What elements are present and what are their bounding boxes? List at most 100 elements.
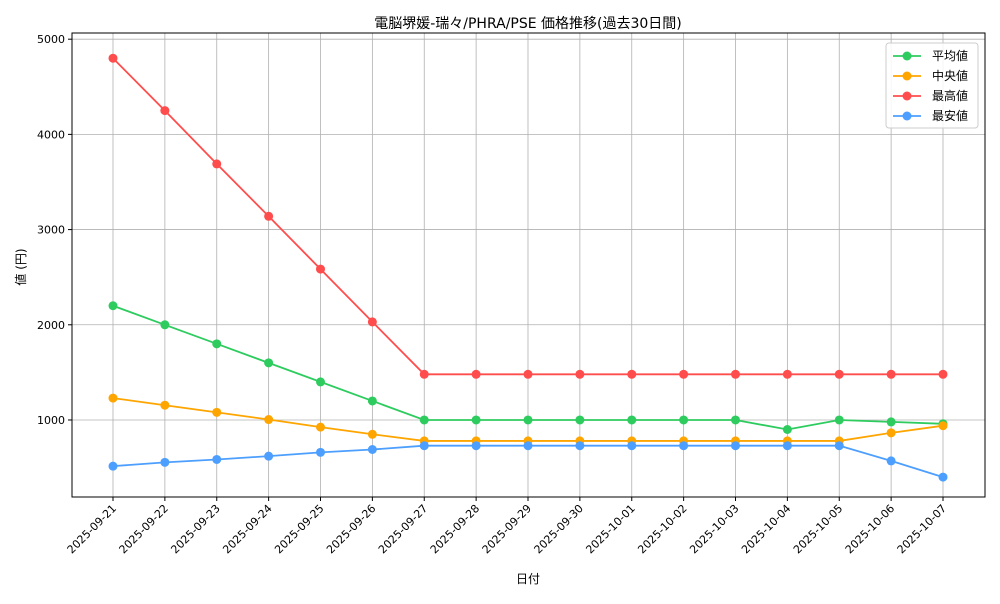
data-point xyxy=(938,472,948,482)
x-tick-label: 2025-09-26 xyxy=(324,502,378,556)
data-point xyxy=(575,441,585,451)
x-tick-label: 2025-09-25 xyxy=(272,502,326,556)
data-point xyxy=(523,441,533,451)
x-tick-label: 2025-09-24 xyxy=(220,502,274,556)
series-0 xyxy=(108,301,948,435)
legend-label: 最安値 xyxy=(932,108,968,123)
legend-box xyxy=(885,42,979,129)
data-point xyxy=(627,441,637,451)
data-point xyxy=(160,457,170,467)
data-point xyxy=(108,53,118,63)
data-point xyxy=(367,429,377,439)
y-axis: 1000 2000 3000 4000 5000 xyxy=(37,33,72,427)
data-point xyxy=(886,417,896,427)
data-point xyxy=(160,106,170,116)
data-point xyxy=(627,415,637,425)
data-point xyxy=(938,369,948,379)
series-3 xyxy=(108,441,948,482)
data-point xyxy=(938,421,948,431)
x-tick-label: 2025-10-05 xyxy=(791,502,845,556)
data-point xyxy=(419,415,429,425)
series-2 xyxy=(108,53,948,379)
data-point xyxy=(523,415,533,425)
y-axis-label: 値 (円) xyxy=(13,248,28,285)
legend-marker-icon xyxy=(902,71,912,81)
data-point xyxy=(264,211,274,221)
x-tick-label: 2025-09-30 xyxy=(532,502,586,556)
data-point xyxy=(419,441,429,451)
data-point xyxy=(316,422,325,432)
data-point xyxy=(575,369,585,379)
data-point xyxy=(160,320,170,330)
data-point xyxy=(731,369,740,379)
plot-frame xyxy=(71,32,986,498)
data-point xyxy=(679,369,689,379)
data-point xyxy=(316,377,325,387)
data-point xyxy=(679,415,689,425)
x-tick-label: 2025-10-07 xyxy=(895,502,949,556)
x-tick-label: 2025-10-02 xyxy=(635,502,689,556)
legend-label: 中央値 xyxy=(932,68,968,83)
legend-marker-icon xyxy=(902,91,912,101)
x-tick-label: 2025-09-27 xyxy=(376,502,430,556)
x-tick-label: 2025-09-28 xyxy=(428,502,482,556)
x-tick-label: 2025-09-21 xyxy=(65,502,119,556)
data-point xyxy=(316,264,325,274)
data-point xyxy=(212,159,222,169)
y-tick-label: 2000 xyxy=(37,319,65,332)
data-point xyxy=(108,301,118,311)
data-point xyxy=(212,454,222,464)
data-point xyxy=(886,428,896,438)
x-tick-label: 2025-09-23 xyxy=(168,502,222,556)
data-point xyxy=(523,369,533,379)
x-axis-label: 日付 xyxy=(516,572,540,586)
data-point xyxy=(367,317,377,327)
data-point xyxy=(782,441,792,451)
x-axis: 2025-09-212025-09-222025-09-232025-09-24… xyxy=(65,497,949,556)
data-point xyxy=(264,415,274,425)
data-point xyxy=(471,369,481,379)
data-point xyxy=(834,441,844,451)
x-tick-label: 2025-09-29 xyxy=(480,502,534,556)
data-point xyxy=(731,415,740,425)
data-point xyxy=(108,461,118,471)
data-point xyxy=(212,407,222,417)
data-point xyxy=(834,415,844,425)
data-point xyxy=(367,444,377,454)
legend-marker-icon xyxy=(902,111,912,121)
chart-title: 電脳堺媛-瑞々/PHRA/PSE 価格推移(過去30日間) xyxy=(374,16,682,32)
data-point xyxy=(834,369,844,379)
data-point xyxy=(886,369,896,379)
y-tick-label: 5000 xyxy=(37,33,65,46)
legend-label: 平均値 xyxy=(932,48,968,63)
y-tick-label: 3000 xyxy=(37,224,65,237)
x-tick-label: 2025-09-22 xyxy=(117,502,171,556)
data-point xyxy=(886,456,896,466)
data-point xyxy=(419,369,429,379)
x-tick-label: 2025-10-06 xyxy=(843,502,897,556)
data-point xyxy=(367,396,377,406)
data-point xyxy=(782,425,792,435)
data-point xyxy=(212,339,222,349)
y-tick-label: 4000 xyxy=(37,128,65,141)
x-tick-label: 2025-10-01 xyxy=(583,502,637,556)
data-point xyxy=(264,451,274,461)
grid-lines xyxy=(72,33,985,497)
legend-marker-icon xyxy=(902,51,912,61)
data-point xyxy=(316,447,325,457)
series-layer xyxy=(108,53,948,482)
x-tick-label: 2025-10-04 xyxy=(739,502,793,556)
data-point xyxy=(782,369,792,379)
data-point xyxy=(627,369,637,379)
data-point xyxy=(160,400,170,410)
data-point xyxy=(471,441,481,451)
data-point xyxy=(108,393,118,403)
data-point xyxy=(731,441,740,451)
data-point xyxy=(471,415,481,425)
data-point xyxy=(679,441,689,451)
legend-label: 最高値 xyxy=(932,88,968,103)
data-point xyxy=(264,358,274,368)
